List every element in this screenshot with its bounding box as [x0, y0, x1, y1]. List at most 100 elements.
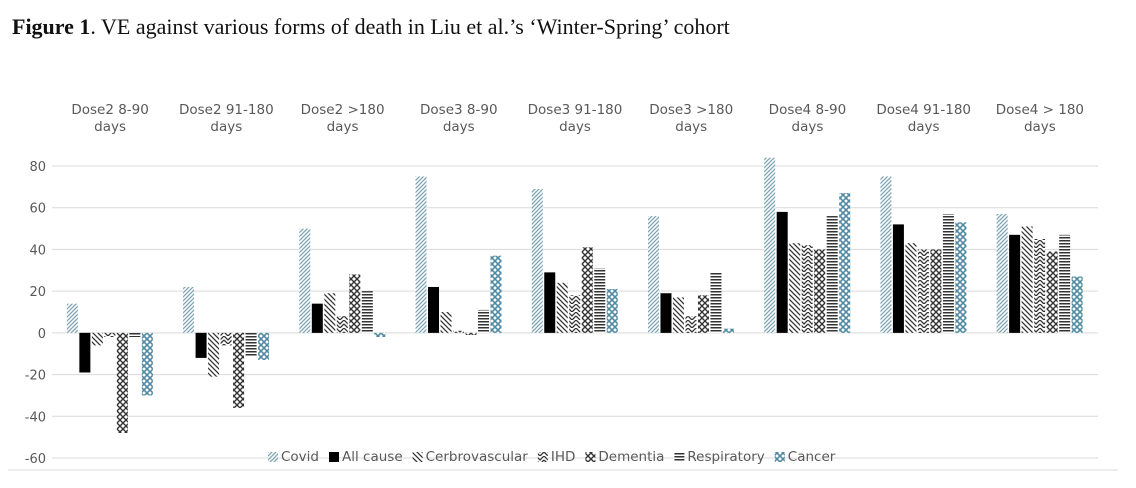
bar-dementia: [1046, 251, 1058, 333]
bar-cerbrovascular: [324, 293, 336, 333]
bar-cerbrovascular: [789, 243, 801, 333]
bar-cancer: [258, 332, 270, 360]
bar-covid: [764, 157, 776, 333]
figure-title: . VE against various forms of death in L…: [90, 14, 730, 39]
bar-respiratory: [361, 291, 373, 333]
legend-label: All cause: [342, 449, 403, 465]
legend-swatch: [537, 452, 548, 462]
bar-all-cause: [776, 211, 788, 333]
bar-cancer: [141, 332, 153, 396]
bar-dementia: [465, 332, 477, 335]
y-tick-label: 20: [29, 285, 46, 300]
y-tick-label: -20: [25, 369, 46, 384]
bar-all-cause: [1009, 234, 1021, 333]
bar-all-cause: [660, 293, 672, 333]
bar-respiratory: [594, 268, 606, 333]
category-label: Dose2 >180: [301, 102, 385, 118]
category-label: days: [443, 119, 475, 135]
category-label: Dose2 91-180: [179, 102, 274, 118]
bar-covid: [299, 228, 311, 333]
category-label: Dose3 91-180: [528, 102, 623, 118]
bar-respiratory: [942, 213, 954, 333]
bar-cerbrovascular: [440, 312, 452, 333]
bar-ihd: [104, 332, 116, 338]
bar-all-cause: [195, 332, 207, 358]
category-label: days: [908, 119, 940, 135]
category-label: Dose3 >180: [649, 102, 733, 118]
bar-dementia: [233, 332, 245, 408]
legend-swatch: [268, 452, 278, 462]
bar-all-cause: [428, 286, 440, 333]
bar-ihd: [220, 332, 232, 346]
legend-label: Dementia: [598, 449, 664, 465]
category-label: Dose4 > 180: [996, 102, 1084, 118]
bar-ihd: [336, 316, 348, 333]
bar-ihd: [801, 245, 813, 333]
legend-label: Respiratory: [687, 449, 764, 465]
bar-covid: [880, 176, 892, 333]
bar-all-cause: [79, 332, 91, 373]
bar-dementia: [814, 249, 826, 333]
legend-swatch: [412, 452, 423, 462]
category-label: days: [210, 119, 242, 135]
legend-swatch: [674, 452, 685, 462]
legend-label: IHD: [551, 449, 576, 465]
category-label: days: [792, 119, 824, 135]
bar-covid: [531, 188, 543, 333]
category-label: Dose4 8-90: [769, 102, 847, 118]
y-tick-label: 80: [29, 160, 46, 175]
bar-respiratory: [129, 332, 141, 338]
bar-ihd: [917, 249, 929, 333]
bar-cerbrovascular: [672, 297, 684, 333]
bar-respiratory: [478, 309, 490, 333]
bar-covid: [183, 286, 195, 333]
bar-dementia: [930, 249, 942, 333]
bar-ihd: [569, 295, 581, 333]
category-label: Dose2 8-90: [71, 102, 149, 118]
bar-dementia: [581, 247, 593, 333]
bar-dementia: [116, 332, 128, 433]
bar-ihd: [453, 330, 465, 333]
bar-cancer: [839, 193, 851, 333]
bars: [66, 157, 1083, 433]
y-tick-label: 0: [38, 327, 46, 342]
bar-ihd: [685, 316, 697, 333]
bar-cerbrovascular: [208, 332, 220, 377]
bar-cancer: [490, 255, 502, 333]
bar-ihd: [1034, 239, 1046, 333]
bar-dementia: [349, 274, 361, 333]
figure-label: Figure 1: [12, 14, 91, 39]
category-label: Dose4 91-180: [876, 102, 971, 118]
y-tick-label: 60: [29, 202, 46, 217]
bar-respiratory: [1059, 234, 1071, 333]
y-tick-label: 40: [29, 243, 46, 258]
bar-covid: [996, 213, 1008, 333]
y-tick-label: -60: [25, 452, 46, 467]
bar-cancer: [955, 222, 967, 333]
bar-cerbrovascular: [556, 282, 568, 333]
bar-covid: [647, 216, 659, 333]
legend-label: Covid: [281, 449, 319, 465]
category-label: days: [1024, 119, 1056, 135]
category-label: days: [327, 119, 359, 135]
bar-respiratory: [245, 332, 257, 356]
legend-label: Cerbrovascular: [426, 449, 529, 465]
bar-dementia: [697, 295, 709, 333]
legend-label: Cancer: [788, 449, 836, 465]
legend-swatch: [774, 452, 785, 462]
bar-cerbrovascular: [91, 332, 103, 346]
category-label: days: [559, 119, 591, 135]
bar-cancer: [606, 289, 618, 333]
bar-all-cause: [311, 303, 323, 333]
bar-cerbrovascular: [905, 243, 917, 333]
bar-respiratory: [710, 272, 722, 333]
bar-covid: [415, 176, 427, 333]
category-label: days: [94, 119, 126, 135]
bar-all-cause: [892, 224, 904, 333]
bar-cancer: [374, 332, 386, 338]
legend-swatch: [585, 452, 596, 462]
bar-cancer: [722, 328, 734, 333]
y-axis: 80 60 40 20 0 -20 -40 -60: [25, 160, 46, 467]
